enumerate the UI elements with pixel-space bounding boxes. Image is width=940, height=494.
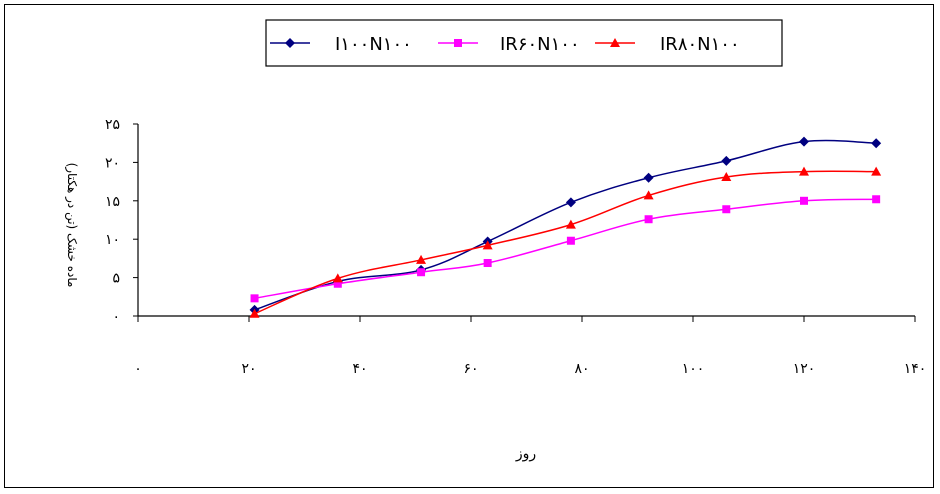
data-point bbox=[799, 166, 809, 176]
data-point bbox=[722, 205, 731, 214]
data-point bbox=[872, 195, 881, 204]
data-point bbox=[566, 236, 575, 245]
data-point bbox=[333, 279, 342, 288]
y-ticks: ۰ ۵ ۱۰ ۱۵ ۲۰ ۲۵ bbox=[105, 117, 138, 325]
y-tick-label: ۵ bbox=[112, 271, 120, 287]
x-tick-label: ۰ bbox=[134, 361, 142, 377]
legend-box bbox=[265, 19, 783, 67]
data-point bbox=[644, 215, 653, 224]
legend-entry: IR۶۰N۱۰۰ bbox=[438, 34, 580, 55]
legend-marker bbox=[610, 38, 620, 47]
data-point bbox=[721, 155, 732, 166]
data-point bbox=[332, 273, 343, 283]
series-layer bbox=[249, 136, 882, 318]
chart-frame bbox=[4, 4, 934, 488]
series-line bbox=[254, 139, 877, 311]
data-point bbox=[721, 171, 732, 181]
data-point bbox=[871, 166, 882, 176]
y-tick-label: ۲۰ bbox=[105, 155, 120, 171]
legend: I۱۰۰N۱۰۰ IR۶۰N۱۰۰ IR۸۰N۱۰۰ bbox=[265, 19, 783, 67]
x-tick-label: ۴۰ bbox=[352, 361, 367, 377]
data-point bbox=[871, 138, 882, 149]
data-point bbox=[643, 172, 654, 183]
x-tick-label: ۱۲۰ bbox=[793, 361, 816, 377]
y-tick-label: ۱۵ bbox=[105, 194, 120, 210]
legend-label: IR۸۰N۱۰۰ bbox=[660, 34, 740, 55]
y-tick-label: ۱۰ bbox=[105, 232, 120, 248]
y-tick-label: ۲۵ bbox=[105, 117, 120, 133]
legend-entry: IR۸۰N۱۰۰ bbox=[595, 34, 740, 55]
data-point bbox=[565, 219, 576, 229]
data-point bbox=[565, 197, 576, 208]
data-point bbox=[482, 240, 493, 250]
data-point bbox=[483, 259, 492, 268]
axes bbox=[137, 124, 915, 317]
legend-marker bbox=[285, 38, 295, 48]
data-point bbox=[800, 196, 808, 205]
legend-label: IR۶۰N۱۰۰ bbox=[500, 34, 580, 55]
y-axis-label: ماده خشک (تن در هکتار) bbox=[64, 163, 79, 288]
data-point bbox=[643, 190, 654, 200]
series-line bbox=[254, 198, 877, 300]
legend-entry: I۱۰۰N۱۰۰ bbox=[270, 34, 412, 55]
data-point bbox=[799, 136, 809, 147]
data-point bbox=[250, 294, 259, 303]
legend-marker bbox=[454, 39, 462, 47]
x-tick-label: ۲۰ bbox=[241, 361, 256, 377]
data-point bbox=[416, 254, 427, 264]
series-3 bbox=[249, 166, 882, 318]
x-tick-label: ۶۰ bbox=[463, 361, 478, 377]
data-point bbox=[249, 308, 260, 318]
x-tick-label: ۸۰ bbox=[574, 361, 589, 377]
x-tick-label: ۱۴۰ bbox=[904, 361, 927, 377]
x-axis-label: روز bbox=[515, 446, 536, 462]
legend-label: I۱۰۰N۱۰۰ bbox=[335, 34, 412, 55]
y-tick-label: ۰ bbox=[112, 309, 120, 325]
data-point bbox=[417, 268, 426, 277]
series-2 bbox=[250, 195, 881, 303]
x-tick-label: ۱۰۰ bbox=[682, 361, 705, 377]
x-ticks: ۰ ۲۰ ۴۰ ۶۰ ۸۰ ۱۰۰ ۱۲۰ ۱۴۰ bbox=[134, 316, 926, 377]
